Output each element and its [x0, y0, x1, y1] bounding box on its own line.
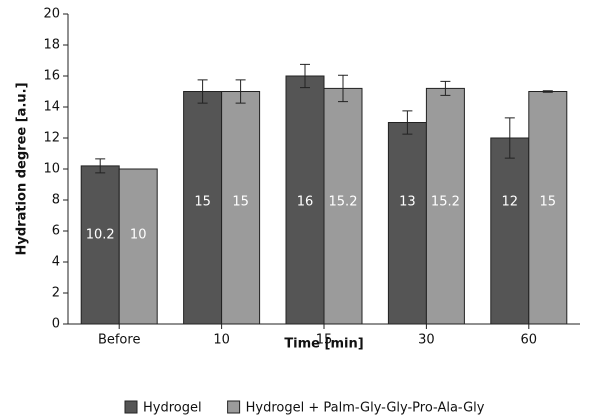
y-tick-label: 2	[52, 286, 60, 301]
y-tick-label: 0	[52, 317, 60, 332]
error-bar	[440, 80, 451, 96]
x-axis-label: Time [min]	[284, 337, 363, 352]
y-tick-label: 18	[43, 38, 60, 53]
error-bar	[338, 74, 348, 103]
y-tick-label: 20	[43, 7, 60, 22]
y-tick-label: 10	[43, 162, 60, 177]
x-tick-label: Before	[98, 333, 141, 348]
y-tick-label: 8	[52, 193, 60, 208]
error-bar	[402, 110, 413, 135]
value-label: 16	[297, 195, 314, 210]
bar	[285, 75, 325, 325]
value-label: 10	[130, 228, 147, 243]
y-axis-label: Hydration degree [a.u.]	[15, 82, 30, 255]
bar	[387, 122, 427, 325]
value-label: 15.2	[431, 195, 460, 210]
legend-label: Hydrogel	[143, 401, 202, 416]
bar	[80, 165, 120, 325]
x-tick-label: 15	[316, 333, 333, 348]
value-label: 10.2	[86, 228, 115, 243]
bar	[490, 137, 530, 325]
y-tick-label: 12	[43, 131, 60, 146]
x-tick-label: 10	[213, 333, 230, 348]
x-tick-label: 30	[418, 333, 435, 348]
y-tick-label: 16	[43, 69, 60, 84]
value-label: 12	[502, 195, 519, 210]
x-tick-label: 60	[521, 333, 538, 348]
bar	[221, 91, 261, 325]
error-bar	[95, 158, 106, 174]
value-label: 15	[540, 195, 557, 210]
bar	[528, 91, 568, 325]
error-bar	[235, 79, 246, 104]
y-tick-label: 4	[52, 255, 60, 270]
error-bar	[197, 79, 208, 104]
error-bar	[542, 90, 553, 93]
bar	[323, 87, 363, 325]
error-bar	[504, 117, 515, 159]
y-tick-label: 6	[52, 224, 60, 239]
legend-swatch	[227, 400, 241, 414]
legend-label: Hydrogel + Palm-Gly-Gly-Pro-Ala-Gly	[246, 401, 485, 416]
legend-swatch	[124, 400, 138, 414]
value-label: 15	[194, 195, 211, 210]
value-label: 13	[399, 195, 416, 210]
y-tick-label: 14	[43, 100, 60, 115]
bar	[183, 91, 223, 325]
value-label: 15	[232, 195, 249, 210]
error-bar	[300, 63, 310, 89]
value-label: 15.2	[329, 195, 358, 210]
bar	[118, 168, 158, 325]
